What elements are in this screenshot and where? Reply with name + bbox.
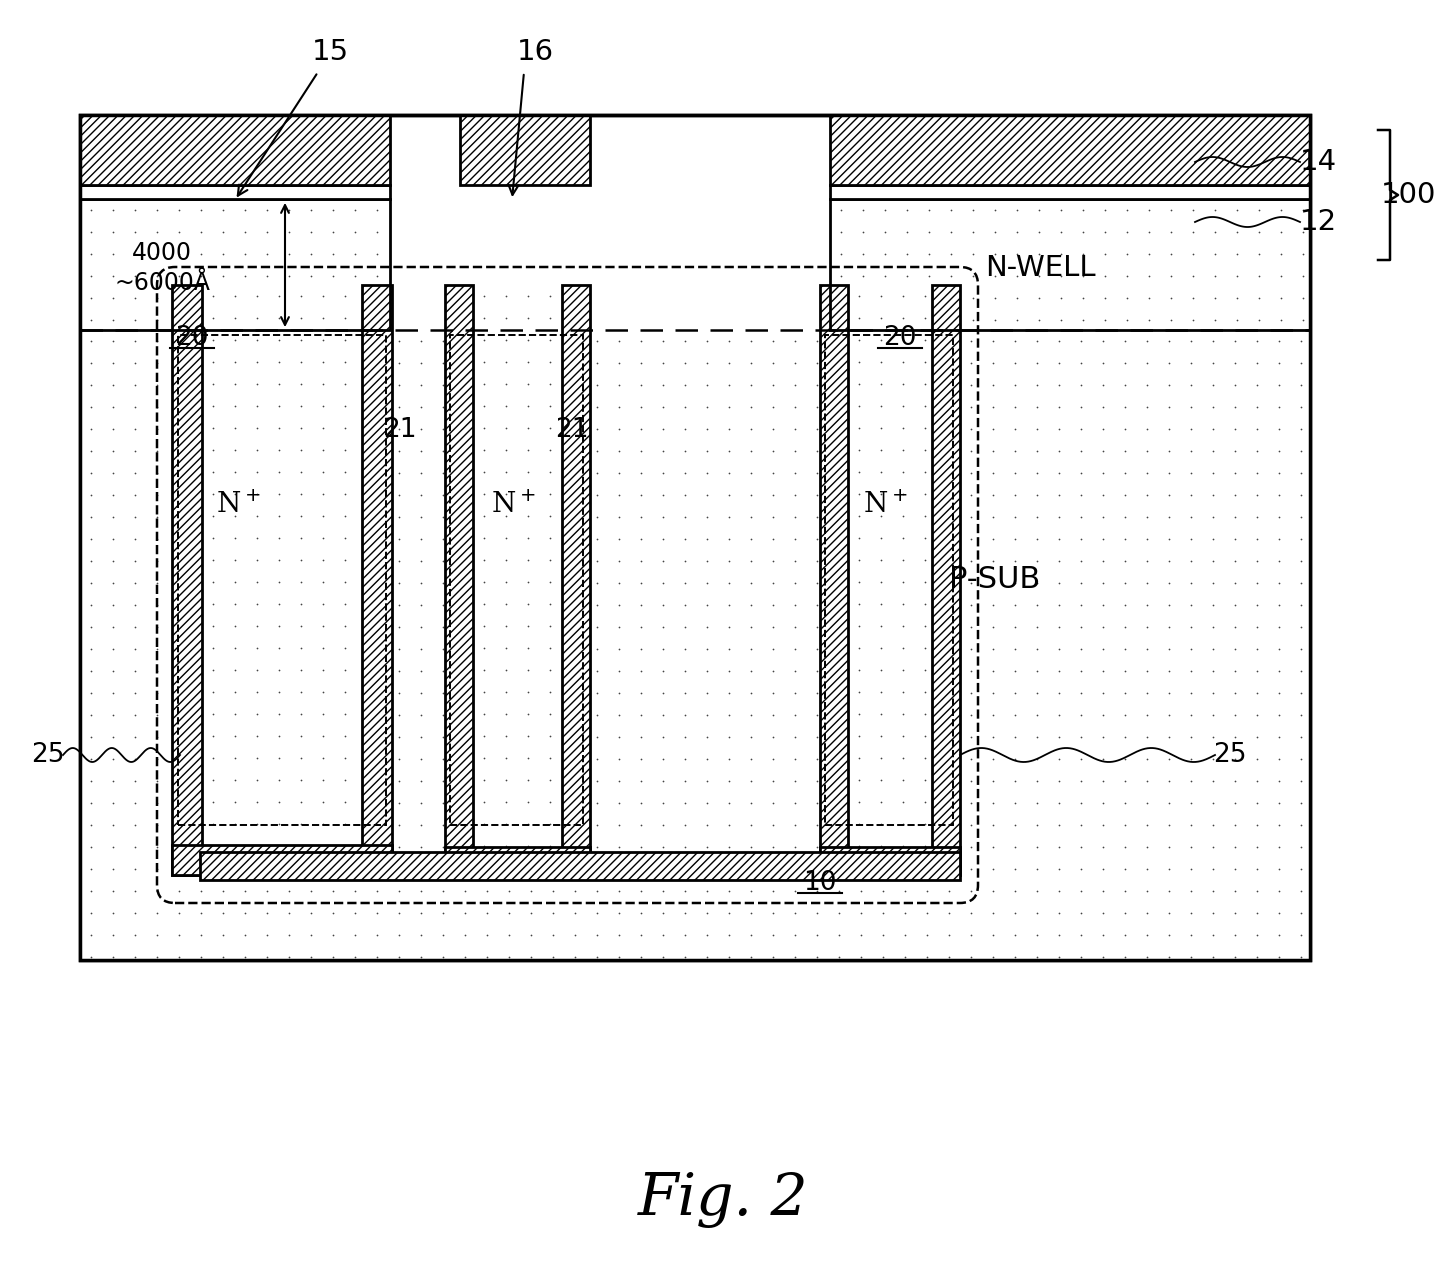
Bar [831, 199, 1310, 331]
Text: 21: 21 [383, 417, 417, 442]
Bar [80, 114, 1310, 961]
Text: N$^+$: N$^+$ [491, 491, 535, 518]
Bar [825, 334, 954, 826]
Bar [80, 185, 391, 199]
Text: 14: 14 [1299, 148, 1337, 176]
Bar [80, 199, 391, 331]
Text: 16: 16 [517, 39, 554, 66]
Bar [848, 285, 932, 847]
Text: P-SUB: P-SUB [949, 566, 1040, 594]
Text: 21: 21 [556, 417, 589, 442]
Bar [820, 847, 959, 874]
Bar [831, 114, 1310, 185]
Bar [178, 334, 386, 826]
Bar [80, 114, 1310, 961]
Bar [460, 114, 590, 185]
Bar [80, 331, 1310, 961]
Bar [80, 114, 391, 185]
Text: 25: 25 [1213, 742, 1247, 768]
Text: Fig. 2: Fig. 2 [638, 1172, 809, 1228]
Bar [831, 199, 1310, 331]
Text: 20: 20 [883, 325, 917, 351]
Bar [203, 285, 362, 845]
Bar [200, 853, 959, 880]
Bar [473, 285, 561, 847]
Text: 100: 100 [1380, 181, 1435, 210]
Bar [80, 199, 391, 331]
Bar [362, 285, 392, 874]
Bar [932, 285, 959, 874]
Text: 10: 10 [803, 871, 836, 896]
Bar [172, 845, 392, 874]
Text: N$^+$: N$^+$ [216, 491, 260, 518]
Bar [831, 185, 1310, 199]
Bar [561, 285, 590, 874]
Text: 4000
~6000Å: 4000 ~6000Å [114, 242, 210, 294]
Bar [446, 847, 590, 874]
Bar [446, 285, 473, 874]
Text: 20: 20 [175, 325, 208, 351]
Text: 25: 25 [32, 742, 65, 768]
Text: N$^+$: N$^+$ [862, 491, 907, 518]
Text: N-WELL: N-WELL [985, 255, 1095, 282]
Bar [172, 285, 203, 874]
Bar [450, 334, 583, 826]
Bar [820, 285, 848, 874]
Text: 12: 12 [1299, 208, 1337, 237]
Text: 15: 15 [311, 39, 349, 66]
